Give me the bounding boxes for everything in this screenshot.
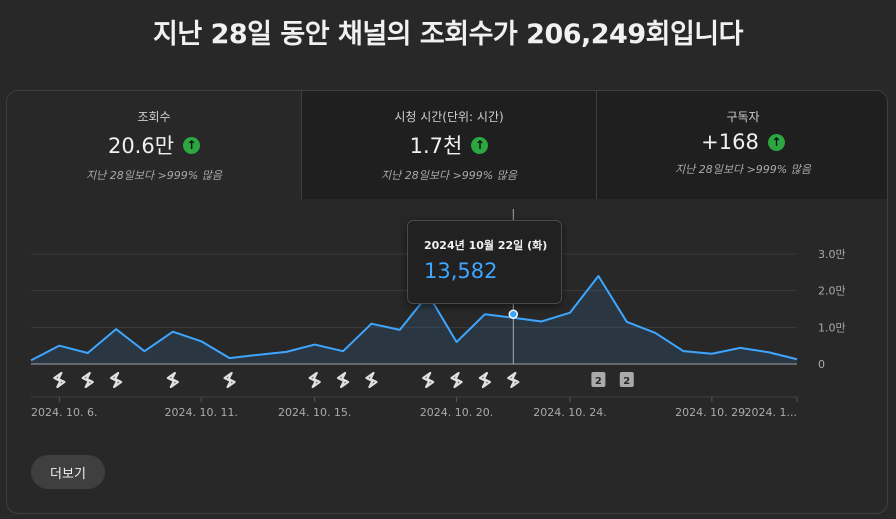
views-series-line — [30, 275, 798, 362]
metric-tab-views[interactable]: 조회수 20.6만 ↑ 지난 28일보다 >999% 많음 — [7, 91, 301, 199]
metric-value: 20.6만 — [107, 134, 175, 158]
shorts-icon — [478, 371, 492, 389]
shorts-icon — [81, 371, 94, 389]
x-tick-label: 2024. 10. 20. — [420, 406, 493, 419]
shorts-icon — [507, 371, 520, 389]
arrow-up-icon: ↑ — [471, 136, 489, 154]
metric-delta: 지난 28일보다 >999% 많음 — [675, 163, 811, 176]
metric-value: 1.7천 — [409, 134, 463, 158]
x-tick-label: 2024. 10. 15. — [278, 406, 351, 419]
metric-label: 시청 시간(단위: 시간) — [394, 110, 504, 124]
x-tick-label: 2024. 10. 29. — [675, 406, 748, 419]
metric-tab-watch-time[interactable]: 시청 시간(단위: 시간) 1.7천 ↑ 지난 28일보다 >999% 많음 — [301, 91, 596, 199]
chart-tooltip: 2024년 10월 22일 (화) 13,582 — [407, 220, 562, 304]
count-badge-label: 2 — [595, 376, 602, 387]
y-tick-label: 3.0만 — [818, 248, 846, 261]
highlighted-data-point — [508, 309, 519, 319]
metric-delta: 지난 28일보다 >999% 많음 — [86, 169, 222, 182]
x-tick-label: 2024. 10. 24. — [533, 406, 606, 419]
count-badge — [619, 372, 634, 387]
page-headline: 지난 28일 동안 채널의 조회수가 206,249회입니다 — [153, 19, 744, 50]
count-badge-label: 2 — [623, 376, 630, 387]
y-tick-label: 1.0만 — [818, 321, 846, 334]
shorts-icon — [336, 371, 350, 389]
metric-label: 조회수 — [137, 110, 171, 124]
shorts-icon — [365, 371, 378, 389]
x-tick-label: 2024. 1... — [745, 406, 797, 419]
shorts-icon — [53, 371, 66, 389]
arrow-up-icon: ↑ — [183, 136, 201, 154]
tooltip-date: 2024년 10월 22일 (화) — [424, 239, 548, 252]
views-line-chart[interactable]: 0 1.0만 2.0만 3.0만 2 2 2024. 10. 6. 2024. 10. 11.… — [7, 91, 887, 511]
more-button[interactable]: 더보기 — [31, 455, 105, 489]
metric-value: +168 — [701, 130, 759, 154]
count-badge — [591, 372, 606, 387]
tooltip-value: 13,582 — [424, 259, 498, 283]
shorts-icon — [450, 371, 463, 389]
shorts-icon — [110, 371, 123, 389]
x-tick-label: 2024. 10. 11. — [164, 406, 237, 419]
analytics-card: 조회수 20.6만 ↑ 지난 28일보다 >999% 많음 시청 시간(단위: … — [6, 90, 888, 514]
shorts-icon — [422, 371, 435, 389]
shorts-icon — [223, 371, 236, 389]
arrow-up-icon: ↑ — [767, 133, 785, 151]
y-tick-label: 0 — [818, 358, 825, 371]
metric-tab-subscribers[interactable]: 구독자 +168 ↑ 지난 28일보다 >999% 많음 — [596, 91, 887, 199]
y-tick-label: 2.0만 — [818, 285, 846, 298]
views-area-fill — [31, 276, 797, 364]
x-tick-label: 2024. 10. 6. — [31, 406, 97, 419]
shorts-icon — [166, 371, 179, 389]
metric-delta: 지난 28일보다 >999% 많음 — [381, 169, 517, 182]
metric-label: 구독자 — [726, 110, 760, 124]
shorts-icon — [308, 371, 321, 389]
